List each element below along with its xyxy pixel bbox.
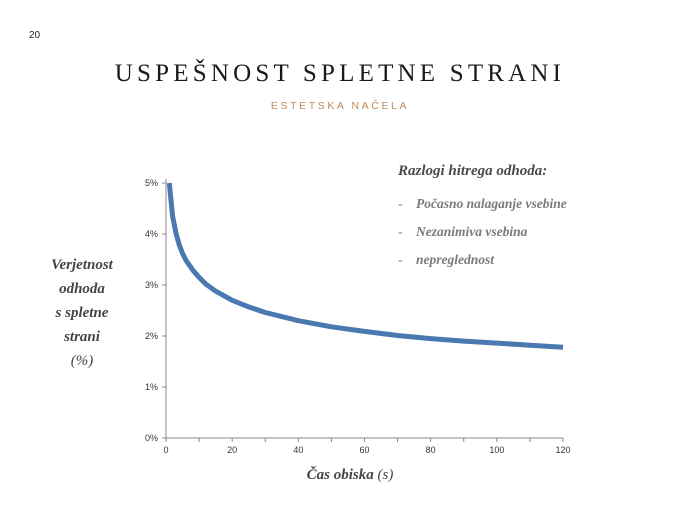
- x-tick-label: 20: [227, 445, 237, 455]
- x-axis-title-text: Čas obiska: [306, 467, 374, 483]
- reasons-list-item: - nepreglednost: [398, 246, 658, 274]
- x-axis-title: Čas obiska (s): [250, 467, 450, 484]
- x-tick-label: 100: [489, 445, 504, 455]
- y-axis-title: Verjetnost odhoda s spletne strani (%): [30, 253, 134, 373]
- y-tick-label: 4%: [145, 229, 158, 239]
- y-axis-title-line: odhoda: [59, 281, 105, 297]
- y-tick-label: 3%: [145, 280, 158, 290]
- y-axis-title-line: Verjetnost: [51, 257, 113, 273]
- y-tick-label: 1%: [145, 382, 158, 392]
- y-axis-title-unit: (%): [70, 353, 94, 369]
- reason-text: Nezanimiva vsebina: [416, 224, 528, 239]
- y-tick-label: 5%: [145, 178, 158, 188]
- x-tick-label: 60: [359, 445, 369, 455]
- y-axis-title-line: s spletne: [55, 305, 109, 321]
- reason-text: nepreglednost: [416, 252, 495, 267]
- x-tick-label: 80: [426, 445, 436, 455]
- x-axis-title-unit: (s): [377, 467, 394, 483]
- x-tick-label: 120: [555, 445, 570, 455]
- page-number: 20: [29, 30, 41, 41]
- series-line: [166, 182, 564, 350]
- reasons-list: - Počasno nalaganje vsebine - Nezanimiva v…: [398, 190, 658, 274]
- reasons-list-item: - Nezanimiva vsebina: [398, 218, 658, 246]
- slide-subtitle: ESTETSKA NAČELA: [270, 100, 410, 112]
- y-tick-label: 2%: [145, 331, 158, 341]
- reasons-heading: Razlogi hitrega odhoda:: [398, 163, 548, 179]
- x-tick-label: 0: [163, 445, 168, 455]
- slide-title: USPEŠNOST SPLETNE STRANI: [114, 60, 566, 87]
- x-tick-label: 40: [293, 445, 303, 455]
- bullet-dash: -: [398, 196, 403, 211]
- bullet-dash: -: [398, 252, 403, 267]
- y-axis-title-line: strani: [64, 329, 100, 345]
- bullet-dash: -: [398, 224, 403, 239]
- y-tick-label: 0%: [145, 433, 158, 443]
- reasons-box: Razlogi hitrega odhoda: - Počasno nalagan…: [398, 163, 658, 274]
- reason-text: Počasno nalaganje vsebine: [416, 196, 567, 211]
- reasons-list-item: - Počasno nalaganje vsebine: [398, 190, 658, 218]
